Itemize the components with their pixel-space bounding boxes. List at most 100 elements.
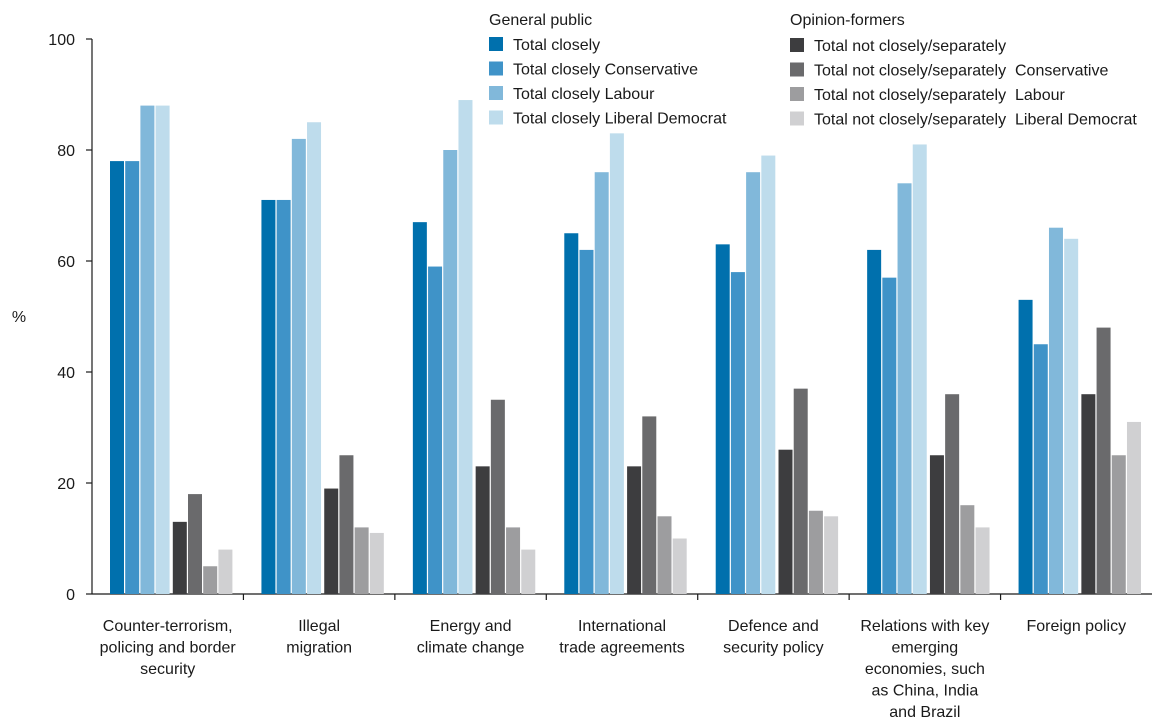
bar [490, 399, 505, 594]
bar [339, 455, 354, 594]
category-labels: Counter-terrorism, policing and border sec… [100, 618, 1126, 720]
bar [261, 199, 276, 594]
bar [155, 105, 170, 594]
bar [110, 161, 124, 594]
bar [203, 566, 218, 594]
bar [824, 516, 839, 594]
bar [778, 449, 793, 594]
legend-label: Total not closely/separately [814, 38, 1006, 55]
bar [125, 161, 140, 594]
bar [291, 138, 306, 594]
legend-swatch [790, 62, 804, 77]
bar [960, 505, 975, 594]
legend-label: Total not closely/separately Conservativ… [814, 63, 1108, 80]
legend: General public Total closely Total closely… [489, 12, 1137, 129]
x-category-label-line: migration [286, 640, 352, 657]
x-category-label: Energy and climate change [417, 618, 525, 657]
y-tick-label: 0 [66, 587, 75, 604]
bar [1048, 227, 1063, 594]
bar [761, 155, 776, 595]
legend-swatch [790, 111, 804, 126]
x-category-label-line: security [140, 661, 195, 678]
bar [564, 233, 579, 594]
y-tick-label: 100 [48, 32, 75, 49]
x-category-label-line: and Brazil [889, 704, 960, 720]
bar [1126, 421, 1141, 594]
bar [867, 249, 882, 594]
bar [975, 527, 990, 594]
bar [808, 510, 823, 594]
bar [657, 516, 672, 594]
bar [715, 244, 730, 594]
bar [579, 249, 594, 594]
x-category-label: Counter-terrorism, policing and border sec… [100, 618, 237, 678]
bar [594, 172, 609, 594]
bar [793, 388, 808, 594]
bar [882, 277, 897, 594]
legend-swatch [790, 87, 804, 101]
bar [609, 133, 624, 594]
bar [642, 416, 657, 594]
bars [110, 100, 1141, 595]
bar [746, 172, 761, 594]
bar [897, 183, 912, 595]
legend-label: Total closely Conservative [513, 62, 698, 79]
legend-group-title: Opinion-formers [790, 12, 905, 29]
bar [172, 521, 187, 594]
bar [369, 532, 384, 594]
y-tick-label: 60 [57, 254, 75, 271]
legend-swatch [489, 110, 503, 125]
x-category-label-line: emerging [892, 640, 959, 657]
x-category-label: Foreign policy [1026, 618, 1126, 635]
x-category-label-line: Defence and [728, 618, 819, 635]
bar [1018, 299, 1033, 594]
bar [730, 272, 745, 594]
bar [1033, 344, 1048, 594]
legend-label: Total closely Labour [513, 86, 655, 103]
bar [1081, 394, 1096, 594]
x-category-label: Illegal migration [286, 618, 352, 657]
bar [475, 466, 490, 594]
x-category-label-line: Illegal [298, 618, 340, 635]
legend-group-title: General public [489, 12, 592, 29]
bar [929, 455, 944, 594]
bar [1111, 455, 1126, 594]
x-category-label: Relations with key emerging economies, suc… [860, 618, 989, 720]
bar [521, 549, 536, 594]
legend-swatch [790, 38, 804, 52]
bar [458, 100, 473, 595]
x-category-label: Defence and security policy [723, 618, 823, 657]
bar [443, 150, 458, 594]
legend-label: Total closely [513, 37, 600, 54]
bar [506, 527, 521, 594]
x-category-label-line: policing and border [100, 640, 237, 657]
bar [672, 538, 687, 594]
bar [140, 105, 155, 594]
bar [627, 466, 642, 594]
legend-label: Total closely Liberal Democrat [513, 111, 727, 128]
bar [1096, 327, 1111, 594]
x-category-label-line: Foreign policy [1026, 618, 1126, 635]
x-category-label-line: as China, India [871, 683, 978, 700]
x-category-label-line: trade agreements [559, 640, 684, 657]
legend-swatch [489, 37, 503, 51]
bar [307, 122, 322, 594]
x-category-label: International trade agreements [559, 618, 684, 657]
bar [354, 527, 369, 594]
legend-swatch [489, 86, 503, 100]
legend-swatch [489, 61, 503, 76]
bar [276, 199, 291, 594]
y-tick-label: 20 [57, 476, 75, 493]
x-category-label-line: security policy [723, 640, 823, 657]
bar [324, 488, 339, 594]
x-category-label-line: climate change [417, 640, 525, 657]
bar [945, 394, 960, 594]
bar [188, 494, 202, 594]
x-category-label-line: economies, such [865, 661, 985, 678]
bar [1064, 238, 1079, 595]
x-category-label-line: Counter-terrorism, [103, 618, 233, 635]
y-axis-label: % [12, 309, 26, 326]
x-category-label-line: Relations with key [860, 618, 989, 635]
